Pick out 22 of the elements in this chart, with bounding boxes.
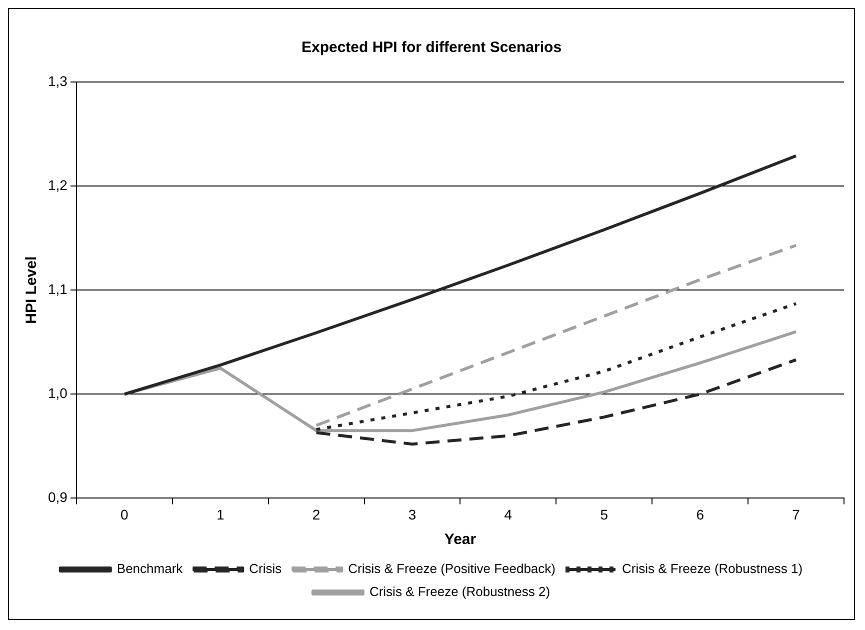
y-tick-label: 1,1 (48, 280, 68, 297)
x-tick-label: 7 (792, 506, 800, 522)
x-tick-label: 1 (216, 506, 224, 522)
x-tick-label: 6 (696, 506, 704, 522)
line-series (314, 244, 798, 427)
x-axis-title: Year (444, 531, 476, 548)
chart-title: Expected HPI for different Scenarios (301, 39, 562, 56)
legend-label: Crisis (249, 561, 282, 576)
y-tick-label: 1,2 (48, 176, 68, 193)
y-tick-label: 0,9 (48, 489, 68, 506)
legend-label: Crisis & Freeze (Robustness 2) (369, 584, 550, 600)
legend-label: Crisis & Freeze (Positive Feedback) (348, 561, 556, 576)
legend-label: Benchmark (116, 561, 184, 576)
x-tick-label: 2 (312, 506, 320, 522)
y-tick-label: 1,3 (48, 72, 68, 89)
x-tick-label: 0 (120, 506, 129, 522)
x-tick-label: 3 (408, 506, 416, 522)
x-tick-label: 4 (504, 506, 512, 522)
legend-label: Crisis & Freeze (Robustness 1) (622, 561, 803, 576)
y-tick-label: 1,0 (48, 385, 68, 402)
x-tick-label: 5 (600, 506, 608, 522)
y-axis-title: HPI Level (23, 256, 40, 324)
